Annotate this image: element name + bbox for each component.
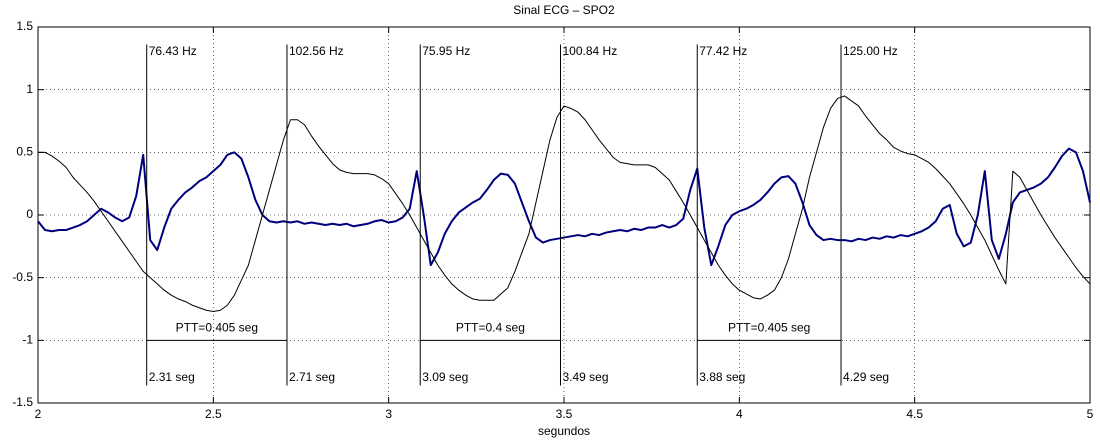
ptt-label: PTT=0.405 seg [176,321,258,335]
x-tick-label: 4 [736,407,743,421]
series-line [38,95,1091,313]
marker-time: 4.29 seg [843,370,889,384]
ptt-label: PTT=0.4 seg [456,321,525,335]
axes-box [37,26,1091,404]
y-tick-label: 0 [26,207,33,221]
x-axis-label: segundos [538,424,590,438]
marker-time: 3.49 seg [562,370,608,384]
y-tick-label: 1.5 [16,19,33,33]
marker-time: 2.71 seg [289,370,335,384]
chart-title: Sinal ECG – SPO2 [513,3,615,17]
y-tick-label: 0.5 [16,145,33,159]
y-tick-label: -0.5 [12,270,33,284]
ptt-label: PTT=0.405 seg [728,321,810,335]
y-tick-label: 1 [26,82,33,96]
x-tick-label: 3 [385,407,392,421]
series-line [37,147,1091,267]
x-tick-label: 2.5 [205,407,222,421]
marker-frequency: 125.00 Hz [843,44,898,58]
marker-frequency: 76.43 Hz [149,44,197,58]
marker-time: 2.31 seg [149,370,195,384]
marker-frequency: 100.84 Hz [562,44,617,58]
marker-frequency: 102.56 Hz [289,44,344,58]
x-tick-label: 4.5 [906,407,923,421]
x-tick-label: 2 [35,407,42,421]
y-tick-label: -1 [22,333,33,347]
y-tick-label: -1.5 [12,395,33,409]
marker-frequency: 75.95 Hz [422,44,470,58]
x-tick-label: 3.5 [556,407,573,421]
marker-time: 3.88 seg [699,370,745,384]
marker-time: 3.09 seg [422,370,468,384]
marker-frequency: 77.42 Hz [699,44,747,58]
x-tick-label: 5 [1087,407,1094,421]
